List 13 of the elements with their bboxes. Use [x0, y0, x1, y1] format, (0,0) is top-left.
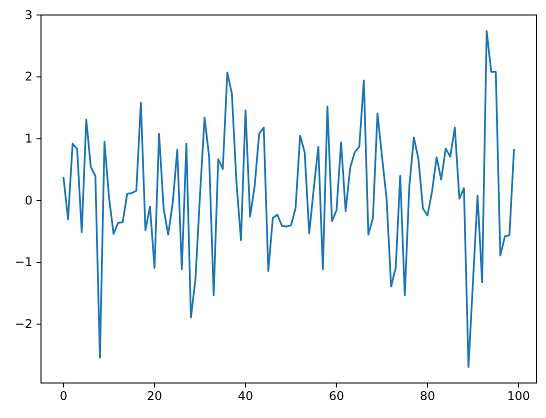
x-tick-label: 80	[420, 389, 436, 404]
x-tick-label: 20	[146, 389, 162, 404]
y-tick-label: −2	[14, 317, 32, 332]
y-tick-label: 1	[24, 132, 32, 146]
x-tick-label: 0	[60, 389, 68, 404]
y-tick-label: 2	[24, 70, 32, 84]
y-tick-label: 3	[24, 8, 32, 22]
x-tick-label: 60	[328, 389, 344, 404]
x-tick-label: 100	[507, 389, 530, 404]
y-tick-label: −1	[14, 255, 32, 270]
x-tick-label: 40	[238, 389, 254, 404]
y-tick-label: 0	[24, 193, 32, 208]
line-series	[62, 30, 515, 368]
